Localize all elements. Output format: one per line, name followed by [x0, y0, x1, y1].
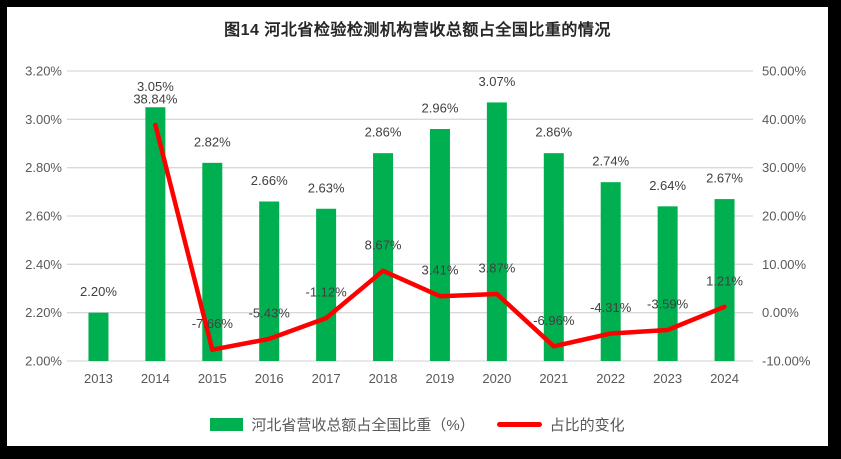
bar-data-label: 2.74% — [592, 154, 629, 169]
bar-2021 — [543, 153, 564, 361]
right-axis-tick-label: 40.00% — [762, 112, 807, 127]
line-data-label: 3.87% — [478, 260, 515, 275]
left-axis-tick-label: 2.20% — [25, 305, 62, 320]
bar-2014 — [145, 107, 166, 361]
right-axis-tick-label: 10.00% — [762, 257, 807, 272]
line-data-label: -6.96% — [533, 313, 575, 328]
x-axis-year-label: 2024 — [710, 371, 739, 386]
line-data-label: -3.59% — [647, 297, 689, 312]
bar-2024 — [714, 199, 735, 361]
right-axis-tick-label: 0.00% — [762, 305, 799, 320]
line-data-label: -7.66% — [192, 316, 234, 331]
bar-data-label: 2.86% — [365, 125, 402, 140]
legend-bar-swatch-icon — [210, 417, 244, 431]
x-axis-year-label: 2016 — [255, 371, 284, 386]
chart-title: 图14 河北省检验检测机构营收总额占全国比重的情况 — [224, 22, 611, 39]
line-data-label: -1.12% — [306, 285, 348, 300]
trend-line — [153, 122, 727, 352]
x-axis-year-label: 2017 — [312, 371, 341, 386]
bar-2022 — [600, 182, 621, 361]
x-axis-year-label: 2022 — [596, 371, 625, 386]
right-axis-tick-label: 30.00% — [762, 160, 807, 175]
x-axis-year-label: 2013 — [84, 371, 113, 386]
x-axis-year-label: 2019 — [425, 371, 454, 386]
x-axis-year-label: 2015 — [198, 371, 227, 386]
bar-data-label: 2.67% — [706, 171, 743, 186]
bar-data-label: 3.05% — [137, 79, 174, 94]
bar-2019 — [429, 129, 450, 361]
bar-2017 — [316, 208, 337, 361]
bar-2015 — [202, 162, 223, 361]
left-axis-tick-label: 2.40% — [25, 257, 62, 272]
x-axis-year-label: 2018 — [369, 371, 398, 386]
right-axis-tick-label: 50.00% — [762, 64, 807, 79]
left-axis-tick-label: 2.00% — [25, 354, 62, 369]
bar-data-label: 2.96% — [422, 101, 459, 116]
left-axis-tick-label: 2.60% — [25, 209, 62, 224]
bar-2020 — [486, 102, 507, 362]
line-data-label: 3.41% — [422, 263, 459, 278]
legend-line-series-label: 占比的变化 — [549, 416, 625, 434]
line-data-label: -5.43% — [249, 305, 291, 320]
line-data-label: 38.84% — [133, 91, 178, 106]
legend-line-swatch-icon — [496, 421, 542, 427]
line-data-label: -4.31% — [590, 300, 632, 315]
bar-2023 — [657, 206, 678, 361]
bar-2018 — [373, 153, 394, 361]
chart-plot-area: 3.20% 3.00% 2.80% 2.60% 2.40% 2.20% 2.00% 50.00… — [25, 64, 811, 387]
x-axis-year-label: 2020 — [482, 371, 511, 386]
bar-2016 — [259, 201, 280, 361]
bar-data-label: 3.07% — [478, 74, 515, 89]
left-axis-tick-label: 3.00% — [25, 112, 62, 127]
left-axis-tick-label: 2.80% — [25, 160, 62, 175]
chart-image: 图14 河北省检验检测机构营收总额占全国比重的情况 3.20% 3.00% 2.80… — [7, 7, 828, 446]
line-data-label: 1.21% — [706, 273, 743, 288]
bar-data-label: 2.66% — [251, 173, 288, 188]
line-data-label: 8.67% — [365, 237, 402, 252]
right-axis-tick-label: 20.00% — [762, 209, 807, 224]
bar-data-label: 2.86% — [535, 125, 572, 140]
x-axis-year-label: 2021 — [539, 371, 568, 386]
left-axis-tick-label: 3.20% — [25, 64, 62, 79]
bar-2013 — [88, 312, 109, 361]
bar-data-label: 2.82% — [194, 134, 231, 149]
bar-data-label: 2.64% — [649, 178, 686, 193]
bar-data-label: 2.20% — [80, 284, 117, 299]
legend: 河北省营收总额占全国比重（%） 占比的变化 — [7, 411, 828, 437]
x-axis-year-label: 2023 — [653, 371, 682, 386]
right-axis-tick-label: -10.00% — [762, 354, 811, 369]
x-axis-year-label: 2014 — [141, 371, 170, 386]
bar-data-label: 2.63% — [308, 180, 345, 195]
legend-bar-series-label: 河北省营收总额占全国比重（%） — [251, 416, 475, 434]
